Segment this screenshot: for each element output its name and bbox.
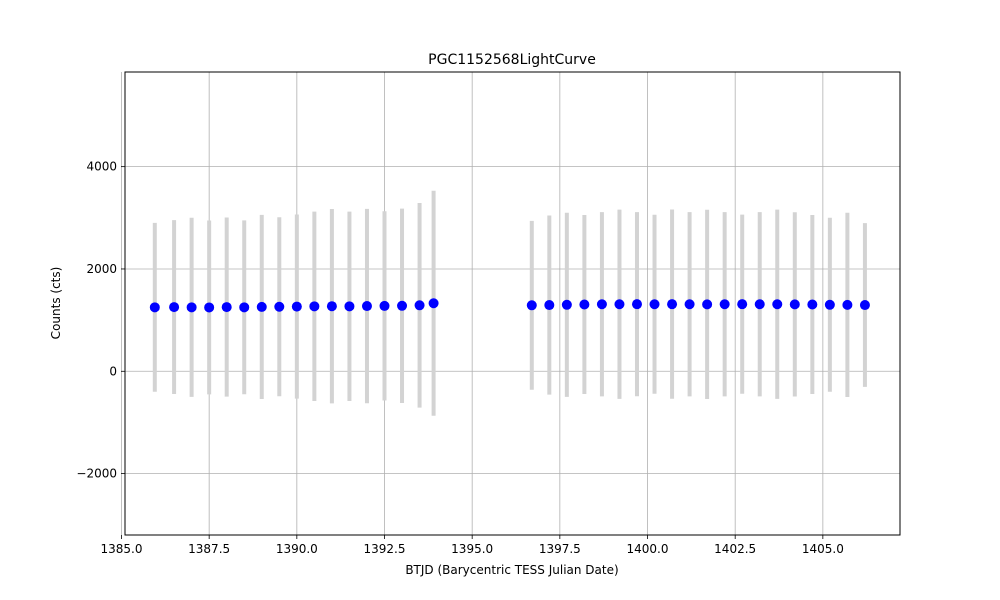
- data-point: [397, 300, 408, 311]
- data-point: [544, 300, 555, 311]
- y-tick-label: 2000: [86, 262, 117, 276]
- y-tick-label: −2000: [76, 467, 117, 481]
- data-point: [579, 299, 590, 310]
- data-point: [149, 302, 160, 313]
- x-tick-label: 1402.5: [714, 542, 756, 556]
- data-point: [526, 300, 537, 311]
- data-point: [561, 299, 572, 310]
- data-point: [702, 299, 713, 310]
- data-point: [344, 301, 355, 312]
- x-tick-label: 1385.0: [100, 542, 142, 556]
- data-point: [684, 299, 695, 310]
- x-tick-label: 1387.5: [188, 542, 230, 556]
- data-point: [169, 302, 180, 313]
- data-point: [737, 299, 748, 310]
- data-point: [842, 299, 853, 310]
- data-point: [789, 299, 800, 310]
- x-tick-label: 1400.0: [627, 542, 669, 556]
- x-axis-ticks: 1385.0 1387.5 1390.0 1392.5 1395.0 1397.5 1400…: [100, 535, 844, 556]
- data-point: [614, 299, 625, 310]
- data-point: [309, 301, 320, 312]
- data-point: [379, 300, 390, 311]
- x-tick-label: 1390.0: [276, 542, 318, 556]
- data-point: [859, 300, 870, 311]
- data-point: [754, 299, 765, 310]
- y-tick-label: 4000: [86, 160, 117, 174]
- data-point: [667, 299, 678, 310]
- y-axis-ticks: −2000 0 2000 4000: [76, 160, 125, 481]
- data-point: [186, 302, 197, 313]
- data-point: [428, 298, 439, 309]
- data-point: [824, 299, 835, 310]
- data-point: [361, 301, 372, 312]
- data-point: [239, 302, 250, 313]
- chart-title: PGC1152568LightCurve: [428, 52, 596, 68]
- x-tick-label: 1397.5: [539, 542, 581, 556]
- y-axis-label: Counts (cts): [49, 267, 63, 340]
- data-point: [719, 299, 730, 310]
- data-points: [149, 298, 870, 313]
- data-point: [204, 302, 215, 313]
- data-point: [291, 301, 302, 312]
- data-point: [221, 302, 232, 313]
- data-point: [326, 301, 337, 312]
- data-point: [414, 300, 425, 311]
- data-point: [274, 301, 285, 312]
- x-tick-label: 1395.0: [451, 542, 493, 556]
- x-axis-label: BTJD (Barycentric TESS Julian Date): [405, 563, 618, 577]
- y-tick-label: 0: [109, 364, 117, 378]
- data-point: [256, 301, 267, 312]
- plot-frame: [124, 71, 901, 536]
- grid-lines: [121, 72, 900, 535]
- data-point: [807, 299, 818, 310]
- x-tick-label: 1405.0: [802, 542, 844, 556]
- data-point: [772, 299, 783, 310]
- data-point: [649, 299, 660, 310]
- x-tick-label: 1392.5: [364, 542, 406, 556]
- data-point: [596, 299, 607, 310]
- data-point: [631, 299, 642, 310]
